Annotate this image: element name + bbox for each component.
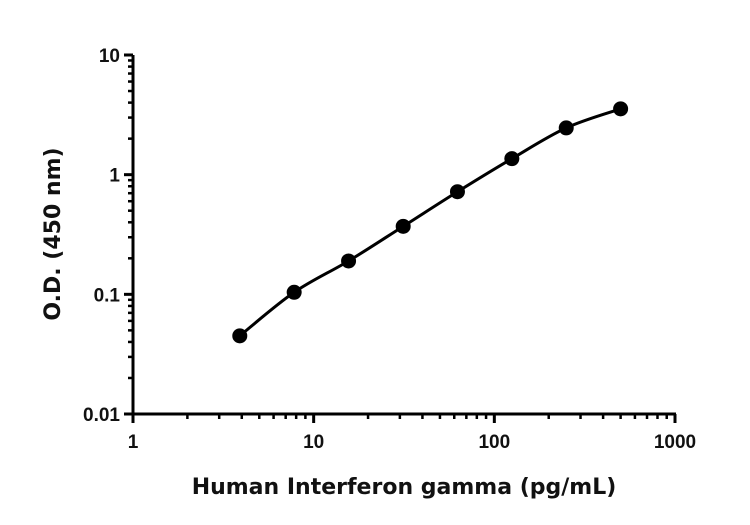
data-point	[286, 284, 302, 300]
data-point	[613, 101, 629, 117]
x-tick-label: 1	[128, 432, 139, 453]
y-tick-labels: 0.01 0.1 1 10	[83, 46, 120, 426]
data-point	[504, 151, 520, 167]
data-point	[449, 184, 465, 200]
y-tick-label: 0.01	[83, 405, 120, 426]
data-point	[558, 120, 574, 136]
y-tick-label: 1	[109, 166, 120, 187]
x-tick-label: 1000	[654, 432, 696, 453]
data-point	[395, 218, 411, 234]
x-tick-label: 10	[303, 432, 324, 453]
data-point	[232, 328, 248, 344]
x-axis-title: Human Interferon gamma (pg/mL)	[192, 475, 617, 500]
y-tick-label: 0.1	[94, 285, 121, 306]
data-points	[232, 101, 629, 344]
data-point	[341, 253, 357, 269]
y-tick-label: 10	[99, 46, 120, 67]
x-tick-labels: 1 10 100 1000	[128, 432, 696, 453]
axes	[124, 53, 677, 423]
x-tick-label: 100	[478, 432, 510, 453]
fit-curve	[238, 107, 622, 338]
y-axis-title: O.D. (450 nm)	[41, 147, 66, 320]
